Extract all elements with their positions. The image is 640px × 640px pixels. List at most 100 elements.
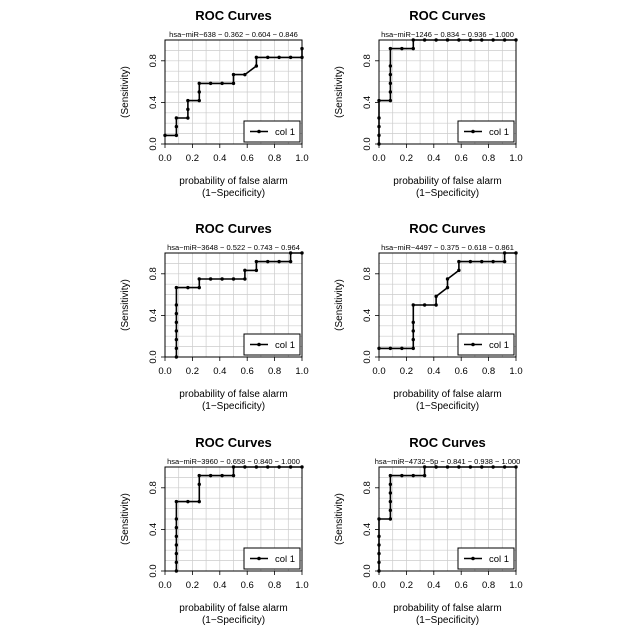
chart-subtitle: hsa−miR−3960 − 0.658 − 0.840 − 1.000 [167,457,300,466]
x-tick-label: 0.6 [241,580,254,591]
roc-panel-4: ROC Curveshsa−miR−4497 − 0.375 − 0.618 −… [334,221,523,412]
roc-point [186,500,189,503]
legend: col 1 [458,121,514,142]
roc-point [389,517,392,520]
chart-title: ROC Curves [409,435,486,450]
x-tick-label: 0.4 [427,153,440,164]
roc-point [389,99,392,102]
roc-point [469,260,472,263]
roc-point [480,260,483,263]
roc-point [503,260,506,263]
x-tick-label: 1.0 [295,366,308,377]
x-tick-label: 0.4 [213,153,226,164]
x-tick-label: 0.8 [482,366,495,377]
y-tick-label: 0.8 [362,54,373,67]
x-tick-label: 0.6 [455,366,468,377]
roc-point [412,303,415,306]
legend-label: col 1 [275,340,295,351]
roc-point [198,82,201,85]
roc-point [389,90,392,93]
y-axis-label: (Sensitivity) [334,279,345,331]
roc-point [175,116,178,119]
roc-point [289,260,292,263]
roc-point [232,82,235,85]
roc-point [209,82,212,85]
roc-point [255,64,258,67]
roc-point [175,312,178,315]
roc-point [412,47,415,50]
x-tick-label: 0.2 [400,366,413,377]
roc-point [175,347,178,350]
x-axis-label: (1−Specificity) [202,615,265,626]
y-tick-label: 0.4 [362,96,373,109]
legend: col 1 [244,334,300,355]
x-axis-label: (1−Specificity) [416,401,479,412]
roc-point [220,82,223,85]
roc-point [389,73,392,76]
roc-point [198,90,201,93]
roc-point [423,303,426,306]
x-axis-label: (1−Specificity) [416,615,479,626]
roc-point [389,500,392,503]
x-axis-label: probability of false alarm [393,389,501,400]
roc-panel-6: ROC Curveshsa−miR−4732−5p − 0.841 − 0.93… [334,435,523,626]
x-tick-label: 1.0 [295,580,308,591]
roc-point [175,517,178,520]
y-tick-label: 0.8 [148,54,159,67]
y-tick-label: 0.8 [148,267,159,280]
roc-point [175,561,178,564]
x-axis-label: (1−Specificity) [416,188,479,199]
roc-point [491,260,494,263]
roc-point [277,56,280,59]
x-tick-label: 0.4 [213,366,226,377]
roc-point [389,509,392,512]
roc-point [266,56,269,59]
roc-point [198,483,201,486]
y-axis-label: (Sensitivity) [120,493,131,545]
legend-label: col 1 [489,554,509,565]
y-tick-label: 0.8 [148,481,159,494]
roc-point [389,64,392,67]
y-tick-label: 0.8 [362,481,373,494]
roc-point [175,535,178,538]
legend: col 1 [244,121,300,142]
roc-point [457,269,460,272]
roc-point [289,56,292,59]
y-axis-label: (Sensitivity) [334,66,345,118]
roc-point [446,286,449,289]
roc-point [232,474,235,477]
legend-marker [257,557,261,561]
roc-point [400,47,403,50]
x-tick-label: 0.6 [241,153,254,164]
chart-title: ROC Curves [195,435,272,450]
roc-point [243,277,246,280]
roc-point [423,474,426,477]
roc-point [232,277,235,280]
roc-point [277,260,280,263]
x-tick-label: 0.2 [186,366,199,377]
roc-point [255,260,258,263]
roc-point [232,73,235,76]
roc-point [389,47,392,50]
legend-label: col 1 [489,127,509,138]
roc-point [175,526,178,529]
y-tick-label: 0.4 [362,523,373,536]
roc-point [389,82,392,85]
legend: col 1 [244,548,300,569]
roc-point [243,269,246,272]
roc-point [255,56,258,59]
x-tick-label: 0.4 [427,580,440,591]
y-axis-label: (Sensitivity) [120,66,131,118]
x-tick-label: 1.0 [509,366,522,377]
roc-point [266,260,269,263]
roc-point [220,277,223,280]
y-tick-label: 0.0 [148,137,159,150]
x-tick-label: 0.0 [372,153,385,164]
y-tick-label: 0.4 [148,96,159,109]
x-tick-label: 0.0 [158,580,171,591]
legend: col 1 [458,548,514,569]
x-tick-label: 0.2 [400,580,413,591]
roc-point [209,277,212,280]
roc-point [434,295,437,298]
roc-point [446,277,449,280]
